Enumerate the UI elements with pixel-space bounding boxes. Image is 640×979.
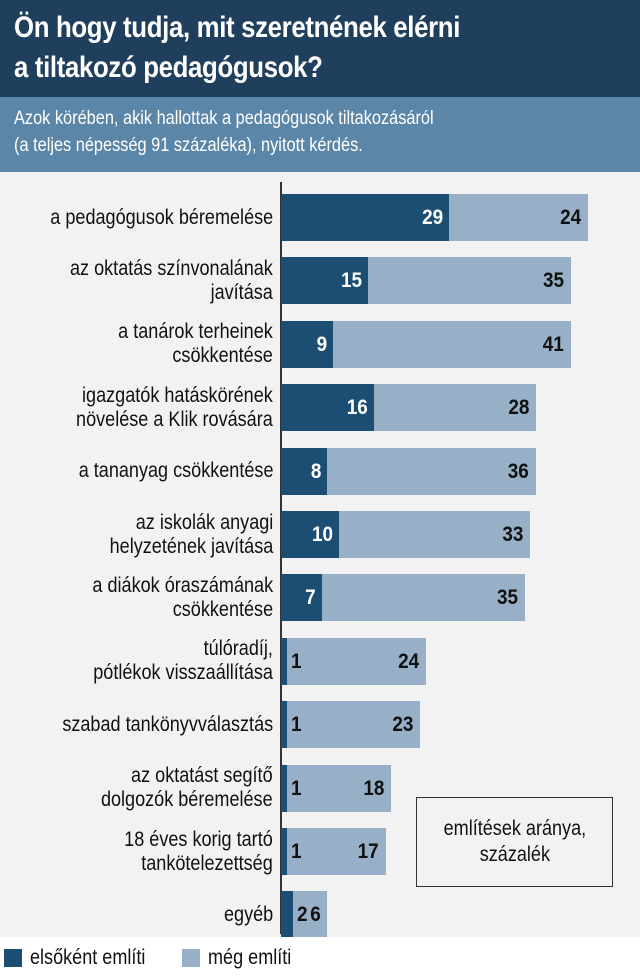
category-label: 18 éves korig tartó tankötelezettség: [0, 828, 273, 875]
data-label-also-mention: 18: [363, 776, 385, 800]
category-label-text: a pedagógusok béremelése: [50, 205, 273, 229]
bar-also-mention: [287, 828, 386, 875]
category-label-text: egyéb: [223, 902, 273, 926]
category-label-text: az iskolák anyagi helyzetének javítása: [109, 510, 273, 558]
category-label-text: szabad tankönyvválasztás: [62, 712, 273, 736]
data-label-first-mention: 16: [346, 396, 368, 420]
data-label-also-mention: 23: [392, 713, 414, 737]
bar-also-mention: [287, 701, 421, 749]
bar-first-mention: [281, 511, 339, 558]
category-label: szabad tankönyvválasztás: [0, 701, 273, 748]
data-label-also-mention: 36: [508, 459, 530, 483]
category-axis-line: [280, 182, 282, 934]
legend: elsőként említi még említi: [0, 937, 640, 979]
legend-swatch-more: [182, 949, 201, 967]
category-label-text: a tanárok terheinek csökkentése: [118, 320, 273, 368]
units-note: említések aránya, százalék: [416, 797, 613, 887]
bar-first-mention: [281, 574, 322, 622]
legend-label-more: még említi: [208, 946, 292, 969]
units-note-text: említések aránya, százalék: [443, 817, 586, 866]
category-label: a pedagógusok béremelése: [0, 194, 273, 241]
bar-also-mention: [292, 891, 328, 939]
data-label-also-mention: 17: [357, 840, 379, 863]
category-label-text: túlóradíj, pótlékok visszaállítása: [93, 637, 273, 685]
bar-first-mention: [281, 637, 287, 685]
category-label-text: az oktatást segítő dolgozók béremelése: [101, 764, 273, 812]
data-label-first-mention: 9: [316, 332, 328, 356]
category-label: a diákok óraszámának csökkentése: [0, 574, 273, 621]
data-label-first-mention: 1: [291, 776, 302, 800]
legend-item-more: még említi: [182, 946, 305, 970]
category-label-text: az oktatás színvonalának javítása: [70, 256, 273, 304]
legend-item-first: elsőként említi: [4, 946, 164, 970]
category-label-text: a tananyag csökkentése: [78, 459, 273, 483]
data-label-first-mention: 1: [291, 840, 302, 863]
chart-subtitle: Azok körében, akik hallottak a pedagógus…: [14, 105, 540, 159]
data-label-first-mention: 8: [310, 459, 322, 483]
bar-also-mention: [339, 511, 531, 558]
data-label-also-mention: 24: [398, 649, 420, 673]
bar-first-mention: [281, 320, 334, 368]
category-label-text: igazgatók hatáskörének növelése a Klik r…: [76, 383, 273, 431]
bar-first-mention: [281, 891, 293, 939]
category-label: túlóradíj, pótlékok visszaállítása: [0, 637, 273, 685]
data-label-also-mention: 24: [560, 206, 582, 229]
bar-first-mention: [281, 194, 450, 241]
data-label-also-mention: 35: [542, 269, 564, 293]
chart-title-line: Ön hogy tudja, mit szeretnének elérni: [14, 11, 461, 44]
category-label: igazgatók hatáskörének növelése a Klik r…: [0, 384, 273, 431]
bar-also-mention: [321, 574, 525, 622]
data-label-first-mention: 1: [291, 649, 302, 673]
category-label: egyéb: [0, 891, 273, 938]
bar-first-mention: [281, 447, 328, 495]
legend-label-first: elsőként említi: [30, 946, 146, 969]
data-label-also-mention: 41: [542, 332, 564, 356]
data-label-first-mention: 29: [422, 206, 444, 229]
bar-also-mention: [333, 320, 571, 368]
bar-also-mention: [287, 764, 392, 812]
chart-subheader: Azok körében, akik hallottak a pedagógus…: [0, 97, 640, 172]
data-label-first-mention: 15: [340, 269, 362, 293]
chart-subtitle-line: Azok körében, akik hallottak a pedagógus…: [14, 108, 434, 129]
chart-title: Ön hogy tudja, mit szeretnének elérni a t…: [14, 8, 540, 88]
bar-also-mention: [373, 384, 537, 432]
data-label-also-mention: 6: [309, 903, 321, 927]
category-label: a tanárok terheinek csökkentése: [0, 320, 273, 368]
bar-first-mention: [281, 701, 287, 749]
data-label-first-mention: 7: [305, 586, 316, 610]
chart-header: Ön hogy tudja, mit szeretnének elérni a t…: [0, 0, 640, 97]
data-label-first-mention: 10: [311, 523, 333, 546]
data-label-first-mention: 1: [291, 713, 302, 737]
chart-title-line: a tiltakozó pedagógusok?: [14, 51, 323, 84]
category-label: az iskolák anyagi helyzetének javítása: [0, 511, 273, 558]
data-label-also-mention: 28: [508, 396, 530, 420]
bar-chart: említések aránya, százalék a pedagógusok…: [0, 172, 640, 939]
data-label-also-mention: 35: [496, 586, 518, 610]
bar-also-mention: [287, 637, 427, 685]
data-label-first-mention: 2: [296, 903, 308, 927]
bar-also-mention: [327, 447, 537, 495]
category-label: az oktatás színvonalának javítása: [0, 257, 273, 304]
bar-first-mention: [281, 764, 287, 812]
category-label-text: 18 éves korig tartó tankötelezettség: [124, 827, 273, 875]
chart-subtitle-line: (a teljes népesség 91 százaléka), nyitot…: [14, 135, 363, 156]
bar-also-mention: [368, 257, 571, 305]
category-label: a tananyag csökkentése: [0, 448, 273, 495]
legend-swatch-first: [4, 949, 22, 967]
bar-also-mention: [449, 194, 589, 241]
bar-first-mention: [281, 384, 374, 432]
bar-first-mention: [281, 257, 368, 305]
data-label-also-mention: 33: [502, 523, 524, 546]
bar-first-mention: [281, 828, 287, 875]
category-label-text: a diákok óraszámának csökkentése: [92, 573, 273, 621]
category-label: az oktatást segítő dolgozók béremelése: [0, 764, 273, 812]
